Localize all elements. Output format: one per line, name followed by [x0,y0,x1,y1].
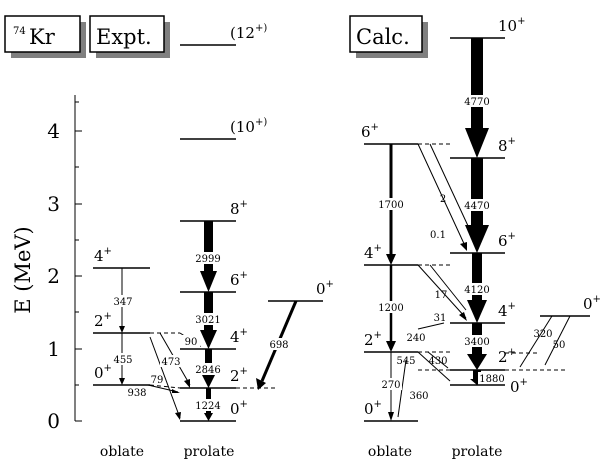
axis-title: E (MeV) [11,226,35,314]
group-label: oblate [368,444,412,460]
level-spin: 8+ [498,136,516,155]
be2-value: 320 [533,329,552,340]
be2-value: 2 [440,194,446,205]
be2-value: 0.1 [430,230,446,241]
level-spin: 6+ [498,231,516,250]
be2-value: 3400 [464,337,489,348]
element-symbol: Kr [29,25,56,49]
be2-value: 1880 [479,374,504,385]
level-spin: 0+ [316,279,334,298]
level-spin: 0+ [230,399,248,418]
level-spin: 2+ [94,311,112,330]
be2-value: 3021 [195,315,220,326]
level-spin: 6+ [361,122,379,141]
level-spin: (10+) [230,117,267,136]
mass-number: 74 [13,26,26,37]
expt-be2-values: 347 455 938 79 473 90 1224 2846 3021 299… [112,252,291,412]
be2-value: 455 [113,355,132,366]
nucleus-box: 74 Kr [4,15,86,58]
be2-value: 50 [553,340,566,351]
level-spin: 4+ [230,327,248,346]
level-spin: 8+ [230,199,248,218]
be2-value: 347 [113,297,132,308]
level-spin: 10+ [498,16,525,35]
be2-value: 545 [396,356,415,367]
be2-value: 4470 [464,201,489,212]
tick-label: 1 [47,337,60,361]
level-spin: 2+ [364,330,382,349]
group-label: prolate [184,444,235,460]
calc-label: Calc. [356,25,410,49]
tick-label: 4 [47,119,60,143]
level-spin: 2+ [498,347,516,366]
level-spin: 4+ [94,246,112,265]
be2-value: 4120 [464,285,489,296]
level-spin: 4+ [498,301,516,320]
level-spin: 0+ [364,399,382,418]
be2-value: 90 [185,337,198,348]
tick-label: 2 [47,264,60,288]
calc-spin-labels: 0+ 2+ 4+ 6+ 0+ 2+ 4+ 6+ 8+ 10+ 0+ [361,16,601,418]
be2-value: 240 [406,333,425,344]
be2-value: 2999 [195,254,220,265]
group-label: prolate [452,444,503,460]
be2-value: 938 [127,388,146,399]
level-spin: 2+ [230,366,248,385]
expt-box: Expt. [89,15,170,58]
expt-label: Expt. [96,25,152,49]
level-spin: 0+ [510,377,528,396]
be2-value: 4770 [464,97,489,108]
expt-spin-labels: 0+ 2+ 4+ 0+ 2+ 4+ 6+ 8+ (10+) (12+) 0+ [94,23,334,418]
tick-label: 3 [47,192,60,216]
be2-value: 1224 [195,401,220,412]
be2-value: 473 [161,357,180,368]
level-spin: 0+ [94,363,112,382]
be2-value: 1200 [378,303,403,314]
be2-value: 2846 [195,365,220,376]
be2-value: 360 [409,391,428,402]
calc-be2-values: 4770 4470 4120 3400 1880 1700 1200 270 3… [377,95,565,402]
be2-value: 270 [381,380,400,391]
energy-axis: 0 1 2 3 4 E (MeV) [11,95,82,433]
tick-label: 0 [47,409,60,433]
be2-value: 1700 [378,200,403,211]
level-spin: 0+ [583,294,601,313]
be2-value: 79 [151,375,164,386]
be2-value: 31 [434,313,447,324]
be2-value: 698 [269,340,288,351]
calc-box: Calc. [349,15,428,58]
group-label: oblate [100,444,144,460]
be2-value: 17 [435,290,448,301]
level-spin: (12+) [230,23,267,42]
be2-value: 430 [428,356,447,367]
level-spin: 6+ [230,270,248,289]
level-spin: 4+ [364,243,382,262]
